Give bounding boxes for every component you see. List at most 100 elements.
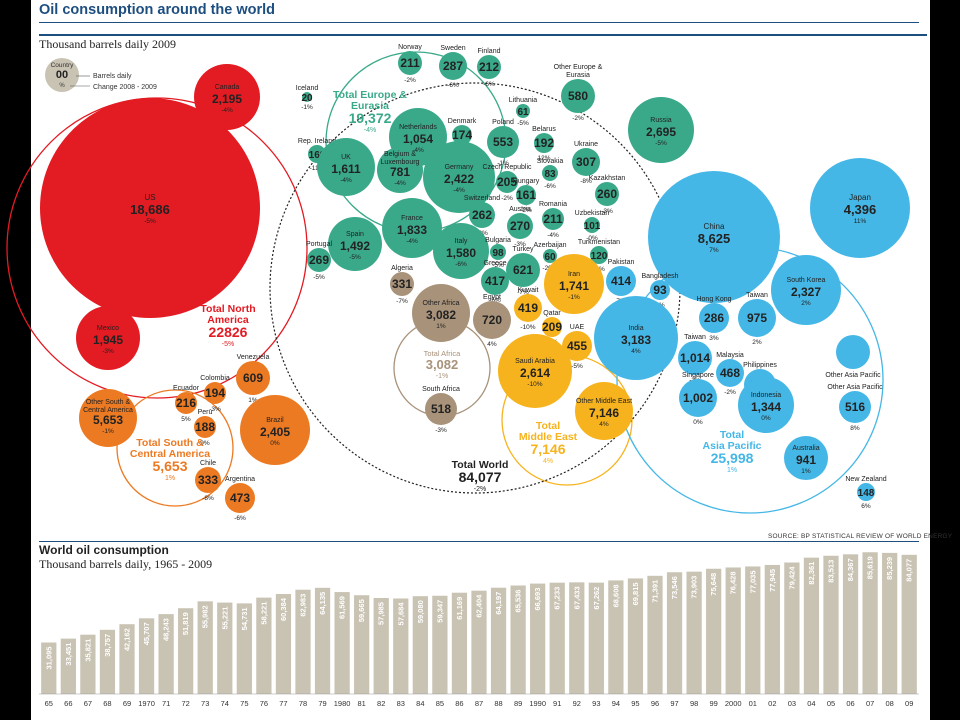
country-name: Russia xyxy=(650,117,672,124)
country-circle xyxy=(542,208,564,230)
x-tick-label: 84 xyxy=(416,699,424,708)
bar-value-label: 85,619 xyxy=(866,556,875,579)
country-circle xyxy=(810,158,910,258)
country-value: 211 xyxy=(400,56,420,70)
x-tick-label: 71 xyxy=(162,699,170,708)
country-name: Kuwait xyxy=(517,287,538,294)
country-circle xyxy=(857,483,875,501)
country-name: Other Africa xyxy=(423,300,460,307)
bar-value-label: 51,819 xyxy=(181,612,190,635)
x-tick-label: 01 xyxy=(749,699,757,708)
bar-group: 33,451 66 xyxy=(60,638,76,708)
country-change: -2% xyxy=(501,195,513,202)
region-change: 1% xyxy=(165,475,175,482)
bar-value-label: 64,197 xyxy=(494,592,503,615)
country-bubble: Greece 417 -5% xyxy=(481,260,509,304)
country-circle xyxy=(738,377,794,433)
region-value: 3,082 xyxy=(426,357,459,372)
bar-value-label: 75,648 xyxy=(709,573,718,596)
country-name: Eurasia xyxy=(566,72,590,79)
country-name: Other Europe & xyxy=(554,64,603,71)
x-tick-label: 95 xyxy=(631,699,639,708)
country-change: -5% xyxy=(655,140,667,147)
country-change: -8% xyxy=(580,178,592,185)
country-bubble: Singapore 1,002 0% xyxy=(679,372,717,426)
country-change: -5% xyxy=(144,218,156,225)
x-tick-label: 99 xyxy=(709,699,717,708)
country-circle xyxy=(594,296,678,380)
country-value: 270 xyxy=(510,219,530,233)
bar-group: 85,619 07 xyxy=(862,552,878,708)
country-circle xyxy=(317,138,375,196)
country-value: 1,344 xyxy=(751,400,781,414)
bar xyxy=(706,568,722,694)
bar-value-label: 31,095 xyxy=(44,647,53,670)
bar xyxy=(901,554,917,694)
region-name: America xyxy=(207,314,249,326)
bar-group: 61,569 1980 xyxy=(334,592,350,708)
region-outline xyxy=(6,97,308,399)
country-change: -2% xyxy=(724,389,736,396)
country-change: 0% xyxy=(270,440,280,447)
country-change: 4% xyxy=(599,421,609,428)
country-change: -4% xyxy=(406,238,418,245)
country-name: Italy xyxy=(455,238,468,245)
country-value: 331 xyxy=(392,277,412,291)
country-name: Qatar xyxy=(543,310,561,317)
country-circle xyxy=(307,248,331,272)
country-name: Rep. Ireland xyxy=(298,138,336,145)
country-name: Other South & xyxy=(86,399,131,406)
country-name: Iran xyxy=(568,271,580,278)
country-value: 212 xyxy=(479,60,499,74)
bar-value-label: 61,169 xyxy=(455,597,464,620)
x-tick-label: 66 xyxy=(64,699,72,708)
country-name: Brazil xyxy=(266,417,284,424)
country-value: 7,146 xyxy=(589,406,619,420)
country-circle xyxy=(590,246,608,264)
bar-value-label: 55,982 xyxy=(201,605,210,628)
bar xyxy=(138,618,155,694)
bar xyxy=(510,585,526,694)
country-bubble: South Africa 518 -3% xyxy=(422,386,460,434)
bar-value-label: 60,384 xyxy=(279,597,288,621)
country-bubble: Austria 270 -3% xyxy=(507,206,533,248)
bar-value-label: 42,162 xyxy=(123,628,132,651)
country-bubble: Slovakia 83 -6% xyxy=(537,158,564,190)
country-bubble: Sweden 287 -6% xyxy=(439,45,467,89)
country-name: Bangladesh xyxy=(642,273,679,280)
country-value: 174 xyxy=(452,128,472,142)
country-value: 1,492 xyxy=(340,239,370,253)
country-name: Philippines xyxy=(743,362,777,369)
country-value: 419 xyxy=(518,301,538,315)
country-change: 7% xyxy=(709,247,719,254)
country-change: 0% xyxy=(693,419,703,426)
region-name: Total xyxy=(536,420,560,432)
region-name: Total Africa xyxy=(424,349,462,358)
country-change: -5% xyxy=(492,262,504,269)
country-name: Peru xyxy=(198,409,213,416)
bar-group: 67,233 91 xyxy=(549,582,565,708)
title-rule xyxy=(39,22,919,23)
country-circle xyxy=(225,483,255,513)
x-tick-label: 87 xyxy=(475,699,483,708)
country-circle xyxy=(836,335,870,369)
bar-value-label: 85,239 xyxy=(885,557,894,580)
country-value: 307 xyxy=(576,155,596,169)
bar-value-label: 57,985 xyxy=(377,602,386,625)
bar-value-label: 83,513 xyxy=(827,560,836,583)
country-value: 3,082 xyxy=(426,308,456,322)
country-circle xyxy=(194,64,260,130)
country-bubble: Kazakhstan 260 -3% xyxy=(589,175,626,215)
